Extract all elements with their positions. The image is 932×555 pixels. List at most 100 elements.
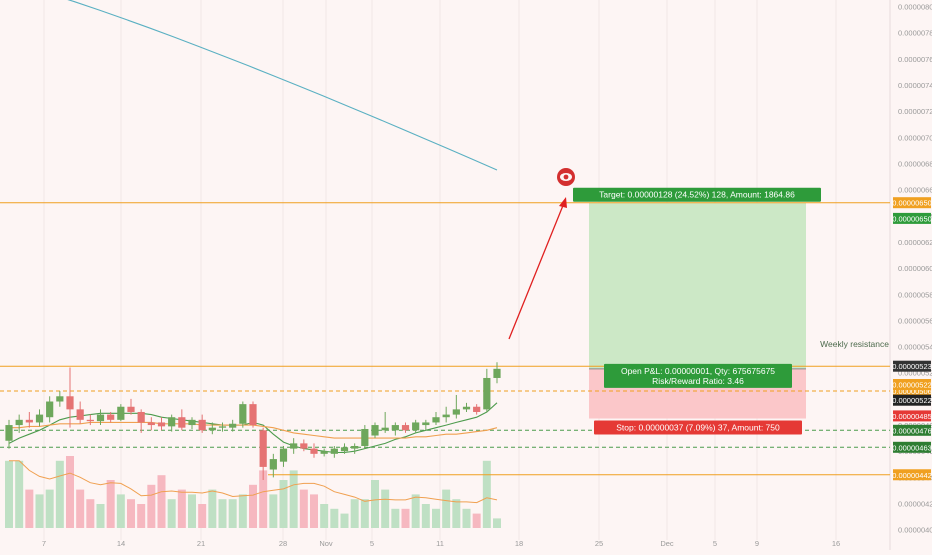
- candle-body: [56, 396, 64, 402]
- volume-bar: [279, 480, 288, 528]
- candle-body: [25, 419, 33, 423]
- projection-arrow[interactable]: [508, 197, 567, 340]
- price-axis-label-box: [893, 469, 931, 481]
- volume-bar: [208, 489, 217, 528]
- candlesticks[interactable]: [5, 362, 501, 480]
- volume-bar: [391, 508, 400, 528]
- volume-bar: [228, 499, 237, 528]
- volume-bar: [360, 499, 369, 528]
- pnl-label-box: [604, 363, 792, 388]
- long-position-tool[interactable]: [589, 202, 806, 419]
- candle-body: [493, 368, 501, 378]
- time-tick-label: 11: [436, 539, 444, 548]
- candle-body: [442, 414, 450, 418]
- candle-body: [422, 422, 430, 426]
- pnl-label-text: Risk/Reward Ratio: 3.46: [652, 376, 744, 386]
- volume-bar: [66, 456, 74, 528]
- volume-bar: [289, 470, 298, 528]
- price-axis-label: 0.00000476: [892, 426, 932, 435]
- candle-body: [269, 459, 277, 470]
- candle-body: [320, 451, 328, 454]
- candle-body: [35, 414, 44, 423]
- candle-body: [218, 426, 227, 428]
- candle-body: [188, 419, 196, 426]
- price-axis-label: 0.00000442: [892, 471, 932, 480]
- candle-body: [381, 427, 389, 431]
- volume-bar: [45, 489, 54, 528]
- time-tick-label: 16: [832, 539, 840, 548]
- price-axis-label: 0.00000522: [892, 381, 932, 390]
- price-tick-label: 0.00000400: [898, 526, 932, 535]
- volume-bar: [249, 484, 257, 528]
- volume-bar: [238, 494, 247, 528]
- position-labels: Target: 0.00000128 (24.52%) 128, Amount:…: [573, 187, 821, 435]
- candle-body: [157, 422, 166, 427]
- price-axis-label: 0.00000463: [892, 443, 932, 452]
- volume-bar: [381, 489, 390, 528]
- volume-bar: [116, 494, 125, 528]
- time-tick-label: 25: [595, 539, 603, 548]
- candle-body: [432, 417, 440, 423]
- volume-bar: [259, 470, 268, 528]
- volume-bar: [310, 494, 318, 528]
- volume-bar: [127, 499, 135, 528]
- candle-body: [198, 419, 206, 431]
- price-axis-labels: 0.00000650 0.00000523 0.00000506 0.00000476…: [892, 197, 932, 481]
- time-tick-label: Nov: [319, 539, 333, 548]
- candle-body: [483, 377, 491, 410]
- candle-body: [208, 427, 216, 431]
- volume-bar: [472, 513, 481, 528]
- candle-body: [412, 422, 420, 431]
- volume-bar: [218, 499, 227, 528]
- candle-body: [127, 406, 135, 412]
- volume-bar: [86, 499, 95, 528]
- volume-bar: [421, 504, 430, 528]
- candle-body: [137, 411, 145, 423]
- time-tick-label: 7: [42, 539, 46, 548]
- candle-body: [86, 419, 94, 422]
- candle-body: [279, 448, 288, 462]
- price-axis-label-box: [893, 197, 931, 209]
- long-moving-average-line: [67, 0, 498, 171]
- volume-bar: [320, 504, 329, 528]
- eye-icon[interactable]: [557, 168, 575, 186]
- arrow-head: [559, 197, 567, 208]
- price-axis-label: 0.00000523: [892, 362, 932, 371]
- candle-body: [5, 425, 13, 441]
- target-label-text: Target: 0.00000128 (24.52%) 128, Amount:…: [599, 190, 795, 200]
- candle-body: [452, 409, 460, 415]
- volume-bar: [411, 494, 420, 528]
- time-tick-label: Dec: [660, 539, 674, 548]
- volume-bar: [493, 518, 501, 528]
- candle-body: [66, 396, 74, 410]
- volume-bar: [432, 508, 440, 528]
- target-label-box: [573, 187, 821, 202]
- volume-bar: [106, 480, 115, 528]
- candle-body: [178, 417, 186, 428]
- volume-bar: [167, 499, 176, 528]
- volume-bar: [299, 489, 308, 528]
- pnl-label-text: Open P&L: 0.00000001, Qty: 675675675: [621, 366, 775, 376]
- target-zone: [589, 202, 806, 369]
- volume-bar: [137, 504, 146, 528]
- volume-bars: [5, 456, 501, 528]
- volume-bar: [55, 460, 64, 528]
- candle-body: [330, 448, 338, 454]
- horizontal-lines[interactable]: [0, 202, 890, 476]
- candle-body: [239, 404, 247, 424]
- candle-body: [15, 419, 23, 426]
- time-tick-label: 5: [370, 539, 374, 548]
- candle-body: [46, 401, 54, 418]
- candle-body: [117, 406, 125, 420]
- candle-body: [340, 447, 349, 452]
- volume-bar: [401, 508, 410, 528]
- volume-bar: [157, 475, 166, 528]
